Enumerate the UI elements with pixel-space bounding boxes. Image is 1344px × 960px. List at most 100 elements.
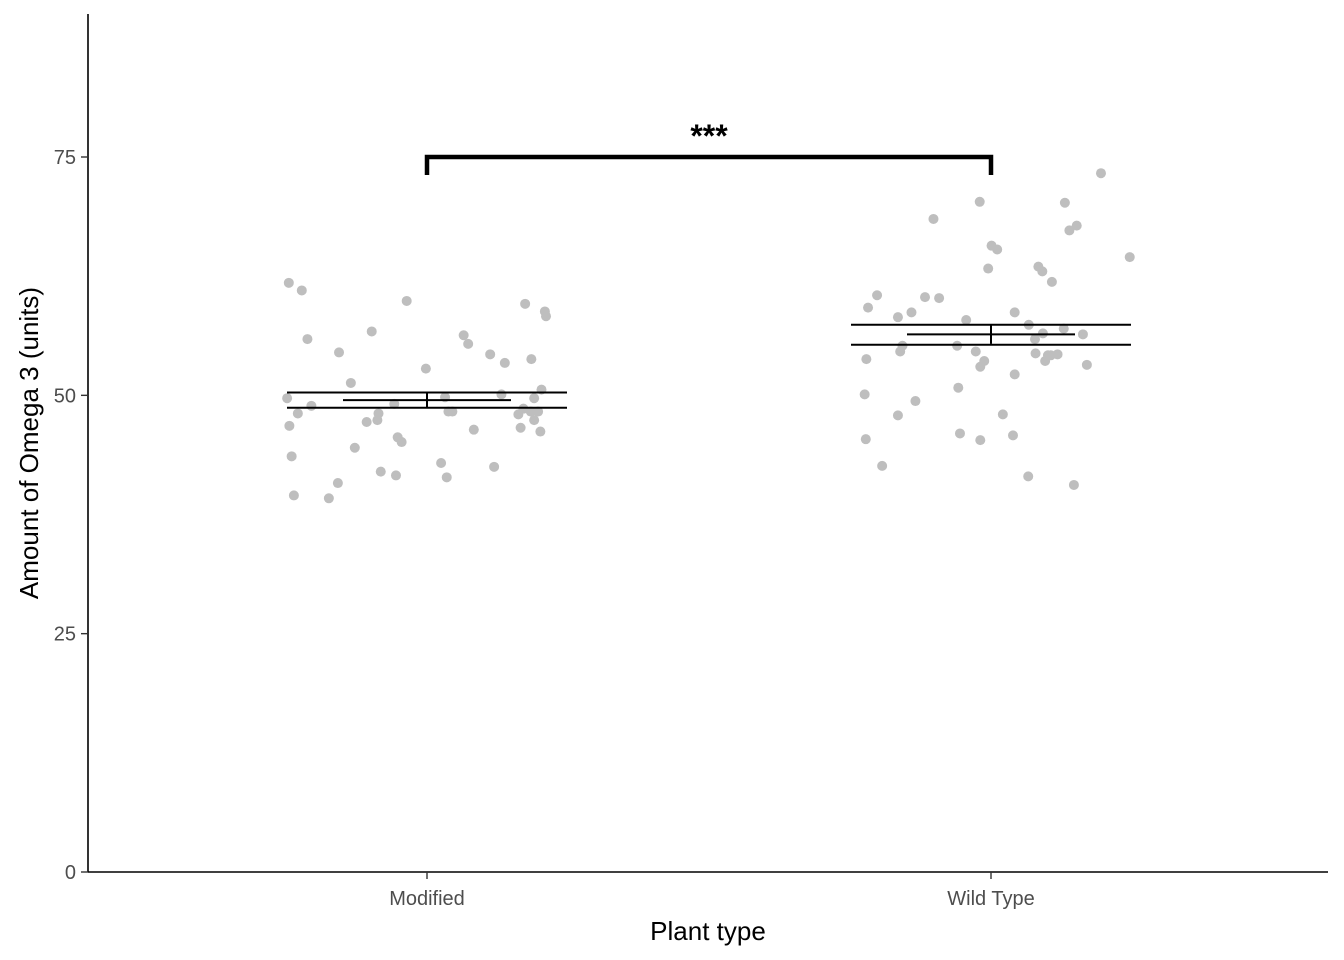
- data-point: [345, 377, 356, 388]
- data-point: [463, 338, 474, 349]
- data-point: [529, 415, 540, 426]
- significance-bracket: ***: [424, 118, 994, 175]
- data-point: [863, 302, 874, 313]
- data-point: [334, 347, 345, 358]
- data-point: [1009, 307, 1020, 318]
- data-point: [396, 437, 407, 448]
- data-point: [860, 434, 871, 445]
- data-point: [861, 354, 872, 365]
- data-point: [286, 451, 297, 462]
- data-point: [296, 285, 307, 296]
- data-point: [441, 472, 452, 483]
- data-point: [489, 461, 500, 472]
- data-point: [975, 361, 986, 372]
- data-point: [541, 311, 552, 322]
- data-point: [961, 315, 972, 326]
- data-point: [515, 422, 526, 433]
- data-point: [1040, 356, 1051, 367]
- data-point: [1009, 369, 1020, 380]
- data-point: [1081, 359, 1092, 370]
- data-point: [1030, 348, 1041, 359]
- data-point: [526, 354, 537, 365]
- y-tick-label: 0: [65, 862, 76, 884]
- data-point: [284, 420, 295, 431]
- data-point: [332, 478, 343, 489]
- data-point: [306, 400, 317, 411]
- data-point: [910, 396, 921, 407]
- x-axis-title: Plant type: [650, 916, 766, 946]
- data-point: [288, 490, 299, 501]
- data-point: [349, 442, 360, 453]
- data-point: [970, 346, 981, 357]
- data-point: [892, 410, 903, 421]
- data-point: [1029, 334, 1040, 345]
- data-point: [859, 389, 870, 400]
- data-point: [1058, 323, 1069, 334]
- bracket-line: [424, 154, 994, 175]
- points-layer: [282, 168, 1135, 504]
- y-axis-title: Amount of Omega 3 (units): [14, 287, 44, 599]
- data-point: [525, 406, 536, 417]
- data-point: [468, 424, 479, 435]
- significance-label: ***: [690, 118, 728, 154]
- data-point: [282, 393, 293, 404]
- data-point: [375, 466, 386, 477]
- data-point: [401, 295, 412, 306]
- y-tick-label: 25: [54, 624, 76, 646]
- data-point: [292, 408, 303, 419]
- data-point: [983, 263, 994, 274]
- x-ticks: Modified Wild Type: [389, 872, 1035, 910]
- data-point: [1071, 220, 1082, 231]
- x-tick-label: Modified: [389, 888, 465, 910]
- data-point: [458, 330, 469, 341]
- data-point: [997, 409, 1008, 420]
- data-point: [420, 363, 431, 374]
- data-point: [1095, 168, 1106, 179]
- data-point: [496, 389, 507, 400]
- data-point: [389, 398, 400, 409]
- data-point: [1068, 479, 1079, 490]
- data-point: [1077, 329, 1088, 340]
- data-point: [283, 277, 294, 288]
- data-point: [302, 334, 313, 345]
- data-point: [535, 426, 546, 437]
- data-point: [366, 326, 377, 337]
- data-point: [436, 458, 447, 469]
- data-point: [953, 382, 964, 393]
- data-point: [390, 470, 401, 481]
- data-point: [920, 292, 931, 303]
- data-point: [974, 196, 985, 207]
- data-point: [892, 312, 903, 323]
- data-point: [323, 493, 334, 504]
- data-point: [361, 417, 372, 428]
- x-tick-label: Wild Type: [947, 888, 1034, 910]
- data-point: [1059, 197, 1070, 208]
- data-point: [1007, 430, 1018, 441]
- data-point: [1052, 349, 1063, 360]
- data-point: [1124, 252, 1135, 263]
- data-point: [520, 298, 531, 309]
- data-point: [447, 406, 458, 417]
- y-tick-label: 75: [54, 147, 76, 169]
- data-point: [928, 213, 939, 224]
- data-point: [954, 428, 965, 439]
- data-point: [499, 357, 510, 368]
- data-point: [992, 244, 1003, 255]
- y-tick-label: 50: [54, 385, 76, 407]
- summary-layer: [287, 323, 1131, 409]
- data-point: [895, 346, 906, 357]
- data-point: [533, 406, 544, 417]
- data-point: [906, 307, 917, 318]
- data-point: [373, 408, 384, 419]
- data-point: [485, 349, 496, 360]
- y-ticks: 0 25 50 75: [54, 147, 88, 884]
- data-point: [1064, 225, 1075, 236]
- data-point: [529, 393, 540, 404]
- data-point: [877, 460, 888, 471]
- data-point: [1023, 471, 1034, 482]
- data-point: [1037, 266, 1048, 277]
- data-point: [1046, 276, 1057, 287]
- data-point: [975, 435, 986, 446]
- data-point: [872, 290, 883, 301]
